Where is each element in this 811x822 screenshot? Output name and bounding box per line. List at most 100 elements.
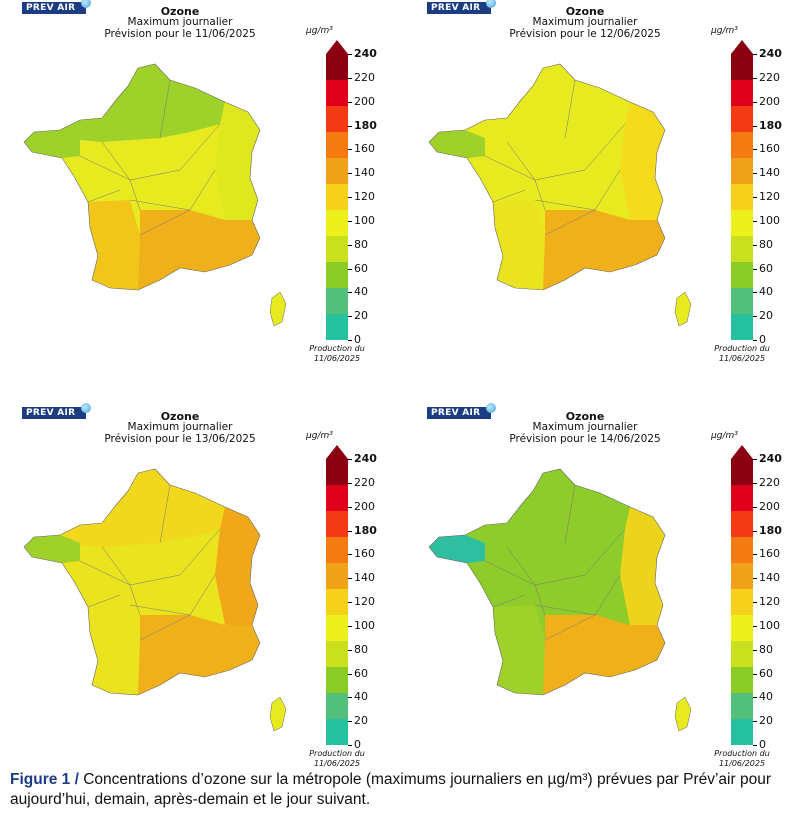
region-brittany — [24, 130, 80, 158]
colorbar-segment — [731, 589, 753, 616]
region-border — [87, 189, 121, 203]
colorbar-tick-label: 120 — [354, 190, 375, 203]
colorbar-segment — [731, 563, 753, 590]
region-southeast — [543, 615, 665, 695]
colorbar-tick — [753, 173, 757, 175]
colorbar — [326, 445, 348, 745]
region-border — [159, 484, 171, 544]
colorbar-tick-label: 0 — [354, 333, 361, 346]
colorbar-tick — [348, 125, 352, 127]
france-ozone-map — [428, 468, 692, 732]
colorbar-tick-label: 60 — [354, 261, 368, 275]
country-border — [428, 468, 666, 696]
colorbar-tick-label: 220 — [354, 475, 375, 489]
colorbar-segment — [731, 80, 753, 107]
colorbar-tick — [348, 673, 352, 675]
prevair-logo: PREV AIR — [22, 0, 91, 14]
colorbar-segment — [731, 537, 753, 564]
colorbar-tick-label: 0 — [759, 333, 766, 346]
colorbar-tick — [348, 745, 352, 746]
colorbar-tick — [348, 173, 352, 175]
colorbar-tick-label: 120 — [759, 595, 780, 608]
corsica — [269, 696, 287, 732]
colorbar-tick — [348, 316, 352, 318]
colorbar-tick — [753, 101, 757, 103]
corsica — [674, 696, 692, 732]
region-border — [492, 189, 526, 203]
forecast-date: Prévision pour le 12/06/2025 — [509, 28, 661, 40]
colorbar-segment — [326, 459, 348, 486]
colorbar-tick-label: 160 — [354, 142, 375, 156]
colorbar-segment — [326, 262, 348, 289]
colorbar-tick — [753, 77, 757, 79]
prevair-logo: PREV AIR — [427, 403, 496, 419]
forecast-date: Prévision pour le 11/06/2025 — [104, 28, 256, 40]
colorbar-tick — [348, 197, 352, 198]
production-note: Production du 11/06/2025 — [707, 344, 777, 364]
figure-caption: Figure 1 / Concentrations d’ozone sur la… — [10, 770, 810, 810]
logo-text: PREV AIR — [431, 408, 481, 418]
region-brittany — [429, 535, 485, 563]
prevair-logo: PREV AIR — [22, 403, 91, 419]
colorbar-tick — [753, 54, 757, 55]
colorbar-segment — [731, 288, 753, 315]
colorbar-segment — [731, 641, 753, 668]
colorbar-tick — [348, 482, 352, 484]
colorbar-tick-label: 240 — [759, 47, 782, 60]
colorbar-tick — [348, 268, 352, 270]
colorbar-segment — [731, 262, 753, 289]
colorbar-tick — [753, 220, 757, 222]
colorbar-segment — [326, 485, 348, 512]
colorbar-tick-label: 60 — [354, 666, 368, 680]
colorbar-segment — [731, 158, 753, 185]
colorbar-tick — [753, 578, 757, 580]
colorbar-tick — [348, 506, 352, 508]
corsica — [674, 291, 692, 327]
colorbar-tick — [753, 673, 757, 675]
colorbar-segment — [731, 132, 753, 159]
colorbar-segment — [326, 693, 348, 720]
colorbar-tick-label: 100 — [354, 213, 375, 227]
colorbar-tick — [348, 459, 352, 460]
colorbar-tick-label: 180 — [354, 523, 377, 537]
region-brittany — [24, 535, 80, 563]
colorbar-tick-label: 200 — [759, 94, 780, 108]
colorbar-tick-label: 240 — [354, 47, 377, 60]
region-southwest — [88, 200, 140, 290]
logo-text: PREV AIR — [26, 408, 76, 418]
colorbar-tick-label: 60 — [759, 261, 773, 275]
region-border — [492, 594, 526, 608]
colorbar-tick — [348, 625, 352, 627]
colorbar-tick — [753, 482, 757, 484]
colorbar-segment — [326, 54, 348, 81]
colorbar-tick — [348, 602, 352, 603]
colorbar-tick — [753, 197, 757, 198]
colorbar-tick-label: 160 — [759, 547, 780, 561]
colorbar-tick — [348, 340, 352, 341]
colorbar-tick-label: 240 — [759, 452, 782, 465]
colorbar-tick-label: 220 — [759, 475, 780, 489]
region-border — [544, 209, 596, 236]
colorbar-tick-label: 40 — [759, 285, 773, 299]
region-east — [620, 102, 665, 220]
colorbar-segment — [326, 288, 348, 315]
colorbar-tick — [753, 459, 757, 460]
france-ozone-map — [23, 468, 287, 732]
colorbar-segment — [326, 537, 348, 564]
country-border — [23, 468, 261, 696]
map-subtitle: Maximum journalier — [532, 16, 638, 28]
colorbar-tick — [753, 745, 757, 746]
colorbar-segment — [326, 80, 348, 107]
region-north — [465, 469, 630, 547]
region-border — [506, 123, 626, 181]
region-border — [79, 560, 141, 616]
colorbar-segment — [326, 719, 348, 745]
region-border — [79, 155, 141, 211]
map-subtitle: Maximum journalier — [127, 421, 233, 433]
colorbar-tick-label: 20 — [759, 309, 773, 323]
unit-label: µg/m³ — [306, 431, 333, 441]
colorbar-tick-label: 80 — [759, 237, 773, 251]
globe-icon — [486, 403, 496, 413]
colorbar-segment — [326, 236, 348, 263]
colorbar-tick — [753, 697, 757, 699]
